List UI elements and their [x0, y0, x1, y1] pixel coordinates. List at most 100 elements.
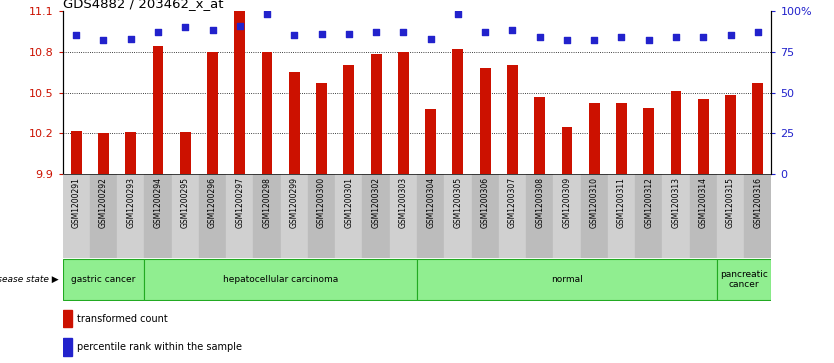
Bar: [744, 174, 771, 258]
Text: GSM1200295: GSM1200295: [181, 177, 190, 228]
Bar: [153, 46, 163, 174]
Bar: [262, 52, 273, 174]
Bar: [417, 258, 717, 301]
Point: [479, 29, 492, 35]
Bar: [744, 11, 771, 174]
Text: GSM1200316: GSM1200316: [753, 177, 762, 228]
Text: GSM1200297: GSM1200297: [235, 177, 244, 228]
Point: [234, 23, 247, 29]
Text: GSM1200315: GSM1200315: [726, 177, 735, 228]
Bar: [198, 174, 226, 258]
Text: GSM1200312: GSM1200312: [644, 177, 653, 228]
Point: [369, 29, 383, 35]
Bar: [316, 83, 327, 174]
Bar: [289, 72, 299, 174]
Bar: [752, 83, 763, 174]
Bar: [98, 133, 109, 174]
Point: [670, 34, 683, 40]
Bar: [144, 11, 172, 174]
Bar: [226, 11, 254, 174]
Text: GSM1200307: GSM1200307: [508, 177, 517, 228]
Text: GSM1200300: GSM1200300: [317, 177, 326, 228]
Bar: [553, 11, 580, 174]
Bar: [717, 258, 771, 301]
Point: [505, 28, 519, 33]
Bar: [281, 174, 308, 258]
Bar: [471, 174, 499, 258]
Bar: [662, 174, 690, 258]
Bar: [144, 258, 417, 301]
Bar: [335, 11, 363, 174]
Bar: [226, 174, 254, 258]
Text: GSM1200303: GSM1200303: [399, 177, 408, 228]
Bar: [417, 174, 445, 258]
Bar: [608, 11, 636, 174]
Point: [724, 32, 737, 38]
Bar: [636, 174, 662, 258]
Point: [533, 34, 546, 40]
Bar: [690, 11, 717, 174]
Bar: [662, 11, 690, 174]
Text: hepatocellular carcinoma: hepatocellular carcinoma: [223, 275, 339, 284]
Bar: [608, 174, 636, 258]
Bar: [453, 49, 464, 174]
Point: [288, 32, 301, 38]
Bar: [643, 107, 654, 174]
Bar: [417, 11, 445, 174]
Bar: [308, 174, 335, 258]
Bar: [471, 11, 499, 174]
Point: [397, 29, 410, 35]
Text: GSM1200301: GSM1200301: [344, 177, 354, 228]
Text: normal: normal: [551, 275, 583, 284]
Bar: [363, 11, 389, 174]
Point: [424, 36, 437, 41]
Bar: [254, 11, 281, 174]
Text: gastric cancer: gastric cancer: [71, 275, 136, 284]
Bar: [63, 310, 73, 327]
Bar: [389, 11, 417, 174]
Bar: [589, 103, 600, 174]
Bar: [335, 174, 363, 258]
Bar: [717, 11, 744, 174]
Bar: [389, 174, 417, 258]
Bar: [370, 54, 382, 174]
Bar: [616, 103, 627, 174]
Bar: [698, 99, 709, 174]
Bar: [63, 258, 144, 301]
Text: GSM1200292: GSM1200292: [99, 177, 108, 228]
Point: [342, 31, 355, 37]
Point: [642, 37, 656, 43]
Text: GSM1200291: GSM1200291: [72, 177, 81, 228]
Point: [315, 31, 329, 37]
Point: [151, 29, 164, 35]
Bar: [207, 52, 218, 174]
Bar: [690, 174, 717, 258]
Bar: [117, 11, 144, 174]
Bar: [344, 65, 354, 174]
Text: GSM1200311: GSM1200311: [617, 177, 626, 228]
Bar: [144, 174, 172, 258]
Bar: [117, 174, 144, 258]
Point: [615, 34, 628, 40]
Bar: [717, 174, 744, 258]
Bar: [425, 109, 436, 174]
Text: GSM1200309: GSM1200309: [562, 177, 571, 228]
Bar: [445, 174, 471, 258]
Bar: [553, 174, 580, 258]
Bar: [254, 174, 281, 258]
Bar: [725, 95, 736, 174]
Point: [696, 34, 710, 40]
Text: GSM1200302: GSM1200302: [372, 177, 380, 228]
Bar: [172, 11, 198, 174]
Text: GSM1200308: GSM1200308: [535, 177, 545, 228]
Text: transformed count: transformed count: [78, 314, 168, 323]
Point: [69, 32, 83, 38]
Bar: [526, 174, 553, 258]
Bar: [480, 68, 490, 174]
Point: [751, 29, 765, 35]
Text: disease state ▶: disease state ▶: [0, 275, 58, 284]
Point: [97, 37, 110, 43]
Bar: [363, 174, 389, 258]
Text: GSM1200313: GSM1200313: [671, 177, 681, 228]
Text: GSM1200293: GSM1200293: [126, 177, 135, 228]
